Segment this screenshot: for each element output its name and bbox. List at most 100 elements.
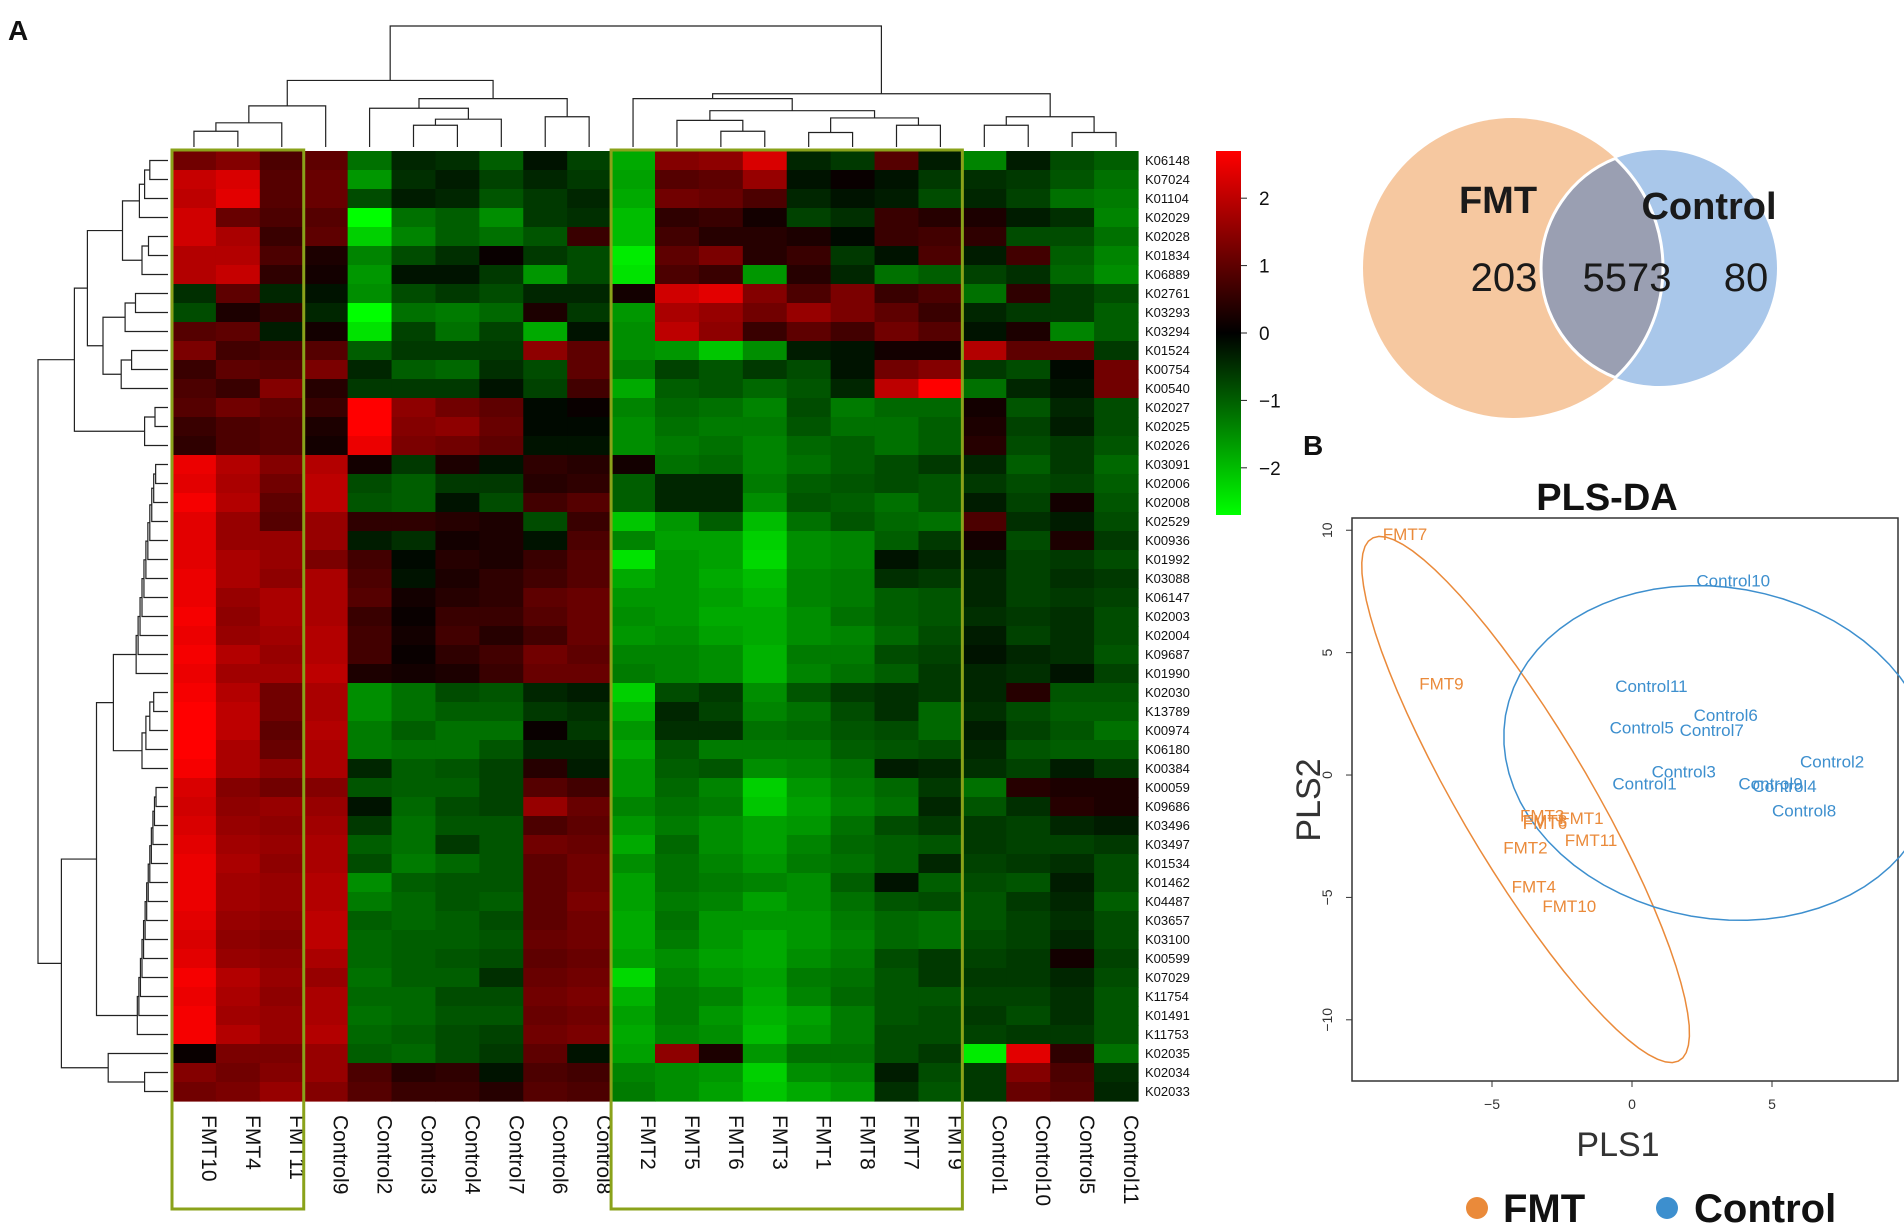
heatmap-cell bbox=[347, 474, 393, 494]
heatmap-cell bbox=[655, 835, 700, 855]
dendrogram-branch bbox=[155, 463, 168, 485]
heatmap-cell bbox=[742, 379, 788, 399]
point-label: Control1 bbox=[1612, 775, 1676, 794]
heatmap-cell bbox=[611, 569, 656, 589]
heatmap-cell bbox=[567, 360, 612, 380]
heatmap-cell bbox=[567, 892, 612, 912]
heatmap-cell bbox=[479, 987, 524, 1007]
heatmap-cell bbox=[1050, 550, 1095, 570]
heatmap-cell bbox=[303, 930, 349, 950]
y-tick-label: −5 bbox=[1319, 889, 1335, 905]
heatmap-cell bbox=[259, 607, 305, 627]
heatmap-cell bbox=[1050, 227, 1095, 247]
heatmap-cell bbox=[391, 892, 437, 912]
heatmap-cell bbox=[1094, 493, 1139, 513]
dendrogram-branch bbox=[544, 116, 590, 147]
heatmap-cell bbox=[259, 1082, 305, 1102]
heatmap-cell bbox=[347, 417, 393, 437]
heatmap: K06148 K07024 K01104 K02029 K02028 K01834 K068… bbox=[37, 25, 1281, 1211]
heatmap-cell bbox=[786, 322, 832, 342]
heatmap-cell bbox=[786, 645, 832, 665]
heatmap-cell bbox=[1094, 246, 1139, 266]
heatmap-cell bbox=[1094, 1082, 1139, 1102]
heatmap-cell bbox=[918, 873, 963, 893]
heatmap-cell bbox=[259, 303, 305, 323]
heatmap-cell bbox=[347, 208, 393, 228]
heatmap-cell bbox=[874, 702, 920, 722]
point-label: Control11 bbox=[1615, 677, 1687, 696]
heatmap-cell bbox=[259, 645, 305, 665]
heatmap-cell bbox=[1094, 417, 1139, 437]
heatmap-cell bbox=[215, 569, 261, 589]
heatmap-cell bbox=[742, 493, 788, 513]
heatmap-cell bbox=[786, 607, 832, 627]
heatmap-cell bbox=[962, 360, 1007, 380]
heatmap-cell bbox=[479, 322, 524, 342]
heatmap-cell bbox=[1050, 265, 1095, 285]
heatmap-cell bbox=[1094, 550, 1139, 570]
heatmap-cell bbox=[962, 379, 1007, 399]
heatmap-cell bbox=[786, 227, 832, 247]
heatmap-cell bbox=[1094, 645, 1139, 665]
heatmap-cell bbox=[874, 626, 920, 646]
heatmap-cell bbox=[303, 588, 349, 608]
heatmap-cell bbox=[1094, 303, 1139, 323]
point-label: Control6 bbox=[1694, 706, 1758, 725]
heatmap-cell bbox=[830, 1006, 876, 1026]
heatmap-cell bbox=[391, 873, 437, 893]
heatmap-cell bbox=[698, 455, 744, 475]
heatmap-cell bbox=[1006, 797, 1051, 817]
heatmap-cell bbox=[391, 854, 437, 874]
heatmap-cell bbox=[391, 474, 437, 494]
heatmap-cell bbox=[1006, 322, 1051, 342]
heatmap-cell bbox=[567, 379, 612, 399]
heatmap-cell bbox=[698, 265, 744, 285]
heatmap-cell bbox=[303, 360, 349, 380]
heatmap-cell bbox=[523, 721, 568, 741]
heatmap-cell bbox=[259, 360, 305, 380]
heatmap-cell bbox=[172, 968, 217, 988]
row-label: K01990 bbox=[1145, 666, 1190, 681]
heatmap-cell bbox=[172, 550, 217, 570]
heatmap-cell bbox=[347, 1025, 393, 1045]
heatmap-cell bbox=[786, 740, 832, 760]
heatmap-cell bbox=[215, 816, 261, 836]
column-label: Control7 bbox=[504, 1115, 527, 1194]
heatmap-cell bbox=[172, 1025, 217, 1045]
pls-ellipses bbox=[1361, 535, 1904, 1064]
heatmap-cell bbox=[215, 759, 261, 779]
heatmap-cell bbox=[391, 341, 437, 361]
heatmap-cell bbox=[830, 645, 876, 665]
heatmap-cell bbox=[786, 892, 832, 912]
heatmap-cell bbox=[874, 474, 920, 494]
heatmap-cell bbox=[172, 341, 217, 361]
heatmap-cell bbox=[215, 854, 261, 874]
heatmap-cell bbox=[1006, 930, 1051, 950]
heatmap-cell bbox=[1006, 626, 1051, 646]
heatmap-cell bbox=[698, 322, 744, 342]
venn-diagram: FMT Control 203 5573 80 bbox=[1363, 118, 1777, 418]
heatmap-cell bbox=[830, 911, 876, 931]
heatmap-cell bbox=[215, 645, 261, 665]
heatmap-cell bbox=[347, 664, 393, 684]
heatmap-cell bbox=[303, 170, 349, 190]
heatmap-cell bbox=[391, 208, 437, 228]
heatmap-cell bbox=[1006, 911, 1051, 931]
heatmap-cell bbox=[347, 1006, 393, 1026]
heatmap-cell bbox=[918, 1025, 963, 1045]
heatmap-cell bbox=[611, 645, 656, 665]
heatmap-cell bbox=[1006, 208, 1051, 228]
heatmap-cell bbox=[786, 303, 832, 323]
dendrogram-branch bbox=[86, 229, 123, 347]
heatmap-cell bbox=[611, 911, 656, 931]
heatmap-cell bbox=[918, 721, 963, 741]
heatmap-cell bbox=[1094, 778, 1139, 798]
heatmap-cell bbox=[655, 322, 700, 342]
heatmap-column-labels: FMT10 FMT4 FMT11 Control9 Control2 Control3 Co… bbox=[197, 1115, 1142, 1206]
dendrogram-branch bbox=[709, 110, 876, 121]
heatmap-cell bbox=[303, 436, 349, 456]
heatmap-cell bbox=[962, 455, 1007, 475]
row-label: K03293 bbox=[1145, 305, 1190, 320]
heatmap-cell bbox=[303, 322, 349, 342]
heatmap-cell bbox=[742, 246, 788, 266]
